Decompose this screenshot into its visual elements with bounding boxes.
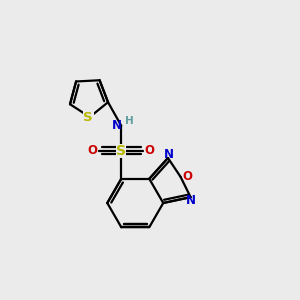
Text: N: N	[164, 148, 174, 161]
Text: O: O	[88, 144, 98, 157]
Text: S: S	[83, 110, 93, 124]
Text: N: N	[112, 119, 122, 132]
Text: O: O	[182, 170, 192, 183]
Text: O: O	[145, 144, 155, 157]
Text: N: N	[186, 194, 196, 207]
Text: S: S	[116, 144, 126, 158]
Text: H: H	[125, 116, 134, 126]
